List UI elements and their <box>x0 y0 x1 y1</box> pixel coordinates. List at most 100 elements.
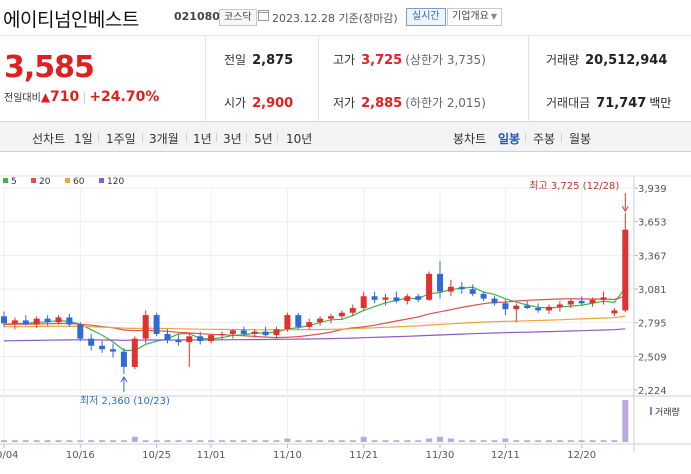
candle-body <box>491 298 498 304</box>
open-price: 시가 2,900 <box>224 94 293 111</box>
volume-bar <box>240 440 247 442</box>
volume-legend-swatch <box>650 407 652 415</box>
volume-bar <box>229 440 236 442</box>
price-change: 전일대비▲710 | +24.70% <box>4 89 159 105</box>
price-panel: 3,585 전일대비▲710 | +24.70% 전일 2,875 시가 2,900 고… <box>0 36 691 122</box>
base-date: 2023.12.28 기준(장마감) <box>272 12 398 25</box>
volume-bar <box>219 440 225 442</box>
volume-bar <box>55 440 62 442</box>
candle-body <box>611 310 618 314</box>
volume-bar <box>447 438 454 442</box>
candle-body <box>1 316 7 324</box>
low-annotation: 최저 2,360 (10/23) <box>80 395 170 407</box>
volume-bar <box>556 440 563 442</box>
candle-body <box>219 333 225 336</box>
volume-bar <box>371 440 378 442</box>
y-tick-label: 3,939 <box>638 184 667 195</box>
volume-bar <box>131 436 138 442</box>
volume-bar <box>382 440 389 442</box>
tab-3y[interactable]: 3년 <box>223 132 242 146</box>
volume-bar <box>33 440 40 442</box>
volume-bar <box>317 440 324 442</box>
candle-body <box>262 331 269 336</box>
candles <box>1 213 629 374</box>
legend-swatch <box>65 178 70 183</box>
candle-body <box>131 338 138 367</box>
volume-bar <box>186 440 193 442</box>
volume-bar <box>502 438 509 442</box>
low-price-label: 저가 <box>333 96 356 110</box>
candle-body <box>393 297 400 301</box>
legend-swatch <box>31 178 36 183</box>
candle-body <box>360 296 367 309</box>
legend-swatch <box>99 178 104 183</box>
candle-body <box>415 296 422 300</box>
y-axis: 3,939 3,653 3,367 3,081 2,795 2,509 2,224 <box>634 184 667 397</box>
volume-bar <box>513 440 520 442</box>
volume-bar <box>22 440 29 442</box>
x-tick-label: 11/10 <box>273 450 302 461</box>
y-tick-label: 3,367 <box>638 251 667 262</box>
lower-limit: (하한가 2,015) <box>405 96 486 110</box>
legend-label: 60 <box>73 177 85 187</box>
tab-daily[interactable]: 일봉 <box>498 132 521 146</box>
tab-weekly[interactable]: 주봉 <box>533 132 556 146</box>
volume-bar <box>611 440 618 442</box>
candle-body <box>502 303 509 310</box>
company-info-dropdown[interactable]: 기업개요 ▼ <box>447 8 502 26</box>
volume-label: 거래량 <box>546 53 580 67</box>
change-percent: +24.70% <box>89 89 160 105</box>
company-info-label: 기업개요 <box>452 11 489 22</box>
chart-legend: 5 20 60 120 <box>3 177 124 187</box>
candle-body <box>110 349 116 352</box>
candle-body <box>66 317 73 325</box>
candle-body <box>175 339 182 343</box>
tab-divider <box>525 133 526 142</box>
volume-bar <box>360 436 367 442</box>
volume-bar <box>338 440 345 442</box>
tab-1y[interactable]: 1년 <box>193 132 212 146</box>
volume-bar <box>262 440 269 442</box>
x-tick-label: 11/21 <box>349 450 378 461</box>
tab-10y[interactable]: 10년 <box>286 132 313 146</box>
tab-divider <box>216 133 217 142</box>
candle-body <box>371 296 378 300</box>
volume-bar <box>480 440 487 442</box>
open-price-label: 시가 <box>224 96 247 110</box>
volume-bar <box>437 436 443 442</box>
change-label: 전일대비 <box>4 93 41 104</box>
chevron-down-icon: ▼ <box>490 12 497 21</box>
tab-monthly[interactable]: 월봉 <box>569 132 592 146</box>
candle-body <box>546 306 552 311</box>
x-tick-label: 10/16 <box>66 450 95 461</box>
candle-body <box>186 336 193 343</box>
high-price-value: 3,725 <box>361 53 403 68</box>
tab-1w[interactable]: 1주일 <box>106 132 136 146</box>
volume-bar <box>404 440 411 442</box>
volume-bar <box>546 440 552 442</box>
candle-body <box>306 322 313 327</box>
volume-info: 거래량 20,512,944 <box>546 51 667 68</box>
candle-body <box>164 333 171 340</box>
candle-body <box>295 315 302 327</box>
volume-bar <box>567 440 574 442</box>
volume-bar <box>458 440 465 442</box>
change-value: 710 <box>50 89 80 105</box>
candle-body <box>284 315 291 330</box>
ma-line-5 <box>3 286 626 351</box>
tab-3m[interactable]: 3개월 <box>149 132 179 146</box>
volume-bars: 거래량 <box>1 400 680 442</box>
stock-name: 에이티넘인베스트 <box>3 9 139 31</box>
volume-bar <box>120 440 127 442</box>
volume-bar <box>66 440 73 442</box>
tab-5y[interactable]: 5년 <box>254 132 273 146</box>
candle-body <box>22 320 29 325</box>
y-tick-label: 2,224 <box>638 386 667 397</box>
stock-code: 021080 <box>174 10 220 23</box>
period-tab-bar: 선차트 1일 1주일 3개월 1년 3년 5년 10년 봉차트 일봉 주봉 월봉 <box>0 122 691 152</box>
volume-bar <box>469 440 476 442</box>
line-chart-label: 선차트 <box>32 132 66 146</box>
tab-1d[interactable]: 1일 <box>74 132 93 146</box>
volume-bar <box>175 440 182 442</box>
realtime-button[interactable]: 실시간 <box>406 8 446 26</box>
